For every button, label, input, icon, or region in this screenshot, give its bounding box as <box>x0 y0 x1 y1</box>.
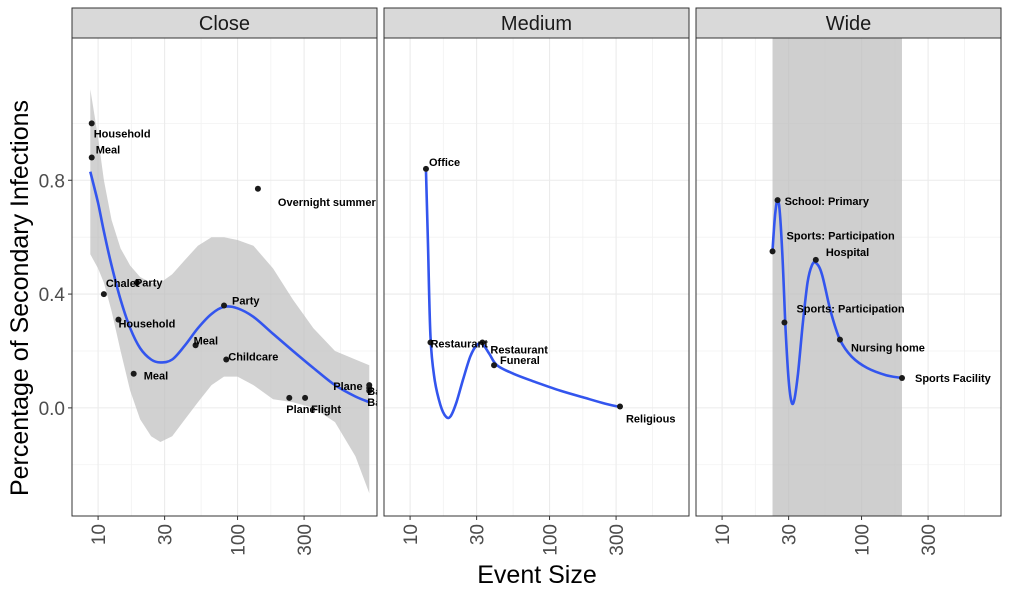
x-tick-label: 100 <box>541 524 562 556</box>
data-point <box>133 279 140 286</box>
smooth-line <box>424 171 621 420</box>
point-label: Sports: Participation <box>796 304 904 316</box>
data-point <box>223 356 230 363</box>
x-axis-title: Event Size <box>477 561 597 589</box>
point-label: Sports Facility <box>915 373 992 385</box>
x-tick-label: 300 <box>919 524 940 556</box>
data-point <box>427 339 434 346</box>
point-label: Overnight summer camp <box>278 197 408 209</box>
x-tick-label: 300 <box>295 524 316 556</box>
data-point <box>422 165 429 172</box>
point-label: Nursing home <box>851 343 925 355</box>
data-point <box>781 319 788 326</box>
point-label: School: Primary <box>785 196 870 208</box>
point-label: Childcare <box>228 352 278 364</box>
data-point <box>479 339 486 346</box>
x-tick-label: 10 <box>401 524 422 545</box>
point-label: Restaurant <box>490 344 548 356</box>
point-label: Bar <box>367 386 386 398</box>
confidence-band <box>772 38 902 516</box>
data-point <box>115 316 122 323</box>
x-tick-label: 300 <box>607 524 628 556</box>
facet-strip <box>383 7 690 39</box>
panel-background <box>384 38 689 516</box>
data-point <box>221 302 228 309</box>
smooth-line <box>89 171 370 404</box>
point-label: Plane <box>333 381 362 393</box>
facet-strip-label: Close <box>199 13 250 35</box>
data-point <box>88 120 95 127</box>
data-point <box>616 403 623 410</box>
point-label: Plane <box>286 404 315 416</box>
point-label: Restaurant <box>430 338 488 350</box>
smooth-ribbon <box>90 89 370 494</box>
data-point <box>88 154 95 161</box>
facet-strip-label: Wide <box>826 13 872 35</box>
point-label: Party <box>135 278 163 290</box>
facet-strip <box>695 7 1002 39</box>
point-label: Meal <box>96 145 120 157</box>
point-label: Household <box>118 319 175 331</box>
point-label: Meal <box>194 335 218 347</box>
x-tick-label: 10 <box>89 524 110 545</box>
data-point <box>774 197 781 204</box>
point-label: Office <box>429 157 460 169</box>
point-label: Household <box>94 128 151 140</box>
y-tick-label: 0.0 <box>39 399 65 420</box>
point-label: Flight <box>311 404 341 416</box>
data-point <box>100 291 107 298</box>
facet-panel-wide: School: Primary Sports: Participation Hosp… <box>695 7 1002 556</box>
y-tick-label: 0.8 <box>39 171 65 192</box>
data-point <box>491 362 498 369</box>
point-label: Sports: Participation <box>787 230 895 242</box>
point-label: Meal <box>144 371 168 383</box>
data-point <box>254 185 261 192</box>
data-point <box>286 394 293 401</box>
x-tick-label: 30 <box>468 524 489 545</box>
data-point <box>366 387 373 394</box>
y-tick-label: 0.4 <box>39 285 66 306</box>
point-label: Bar <box>367 397 386 409</box>
x-tick-label: 100 <box>229 524 250 556</box>
point-label: Funeral <box>500 355 540 367</box>
x-tick-label: 30 <box>780 524 801 545</box>
data-point <box>302 394 309 401</box>
x-tick-label: 30 <box>156 524 177 545</box>
data-point <box>812 256 819 263</box>
point-label: Hospital <box>826 247 869 259</box>
data-point <box>836 336 843 343</box>
data-point <box>769 248 776 255</box>
y-axis-title: Percentage of Secondary Infections <box>6 100 34 496</box>
data-point <box>898 375 905 382</box>
facet-strip <box>71 7 378 39</box>
point-label: Party <box>232 295 260 307</box>
x-tick-label: 10 <box>713 524 734 545</box>
data-point <box>192 342 199 349</box>
data-point <box>130 370 137 377</box>
facet-strip-label: Medium <box>501 13 572 35</box>
point-label: Chalet <box>106 278 140 290</box>
x-tick-label: 100 <box>853 524 874 556</box>
point-label: Religious <box>626 413 676 425</box>
